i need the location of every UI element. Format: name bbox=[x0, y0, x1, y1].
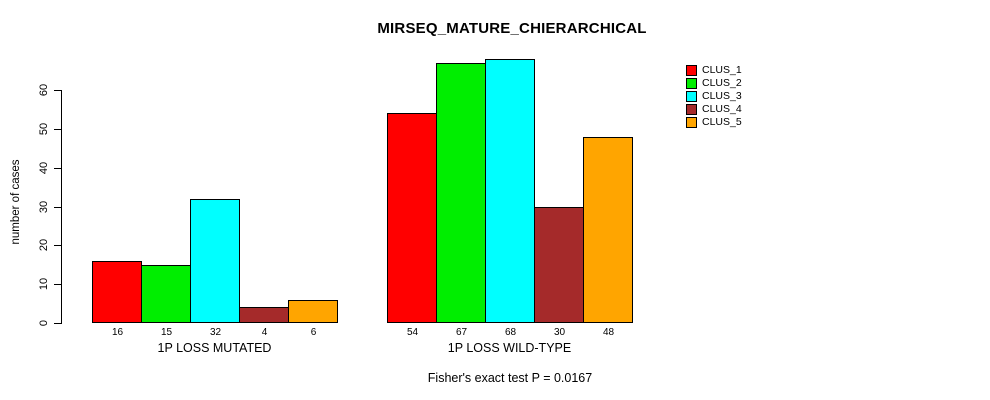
y-tick-label: 0 bbox=[38, 319, 50, 327]
bar-clus_4-group1 bbox=[239, 307, 289, 323]
chart-title: MIRSEQ_MATURE_CHIERARCHICAL bbox=[377, 20, 647, 37]
bar-clus_5-group1 bbox=[288, 299, 338, 323]
legend-color-swatch bbox=[686, 104, 697, 115]
bar-clus_4-group2 bbox=[534, 206, 584, 323]
y-tick-mark bbox=[54, 90, 61, 91]
y-tick-mark bbox=[54, 167, 61, 169]
legend-item-clus_2: CLUS_2 bbox=[686, 77, 742, 90]
y-tick-label: 40 bbox=[38, 161, 50, 174]
legend-color-swatch bbox=[686, 65, 697, 76]
y-tick-label: 20 bbox=[38, 239, 50, 252]
legend-color-swatch bbox=[686, 91, 697, 102]
bar-value-label: 54 bbox=[406, 327, 419, 338]
y-tick-label: 10 bbox=[38, 278, 50, 291]
bar-clus_5-group2 bbox=[583, 136, 633, 323]
y-axis-line bbox=[61, 90, 62, 324]
bar-clus_3-group2 bbox=[485, 58, 535, 323]
legend-label: CLUS_4 bbox=[702, 103, 742, 116]
legend-item-clus_1: CLUS_1 bbox=[686, 64, 742, 77]
bar-value-label: 4 bbox=[261, 327, 268, 338]
legend: CLUS_1 CLUS_2 CLUS_3 CLUS_4 CLUS_5 bbox=[686, 64, 742, 129]
legend-item-clus_3: CLUS_3 bbox=[686, 90, 742, 103]
group-axis-label: 1P LOSS MUTATED bbox=[157, 341, 272, 355]
y-axis-label: number of cases bbox=[10, 159, 22, 245]
bar-value-label: 68 bbox=[504, 327, 517, 338]
legend-label: CLUS_2 bbox=[702, 77, 742, 90]
legend-label: CLUS_3 bbox=[702, 90, 742, 103]
bar-value-label: 6 bbox=[310, 327, 317, 338]
bar-clus_2-group2 bbox=[436, 62, 486, 323]
y-tick-mark bbox=[54, 206, 61, 208]
annotation-text: Fisher's exact test P = 0.0167 bbox=[427, 371, 593, 385]
legend-label: CLUS_5 bbox=[702, 116, 742, 129]
bar-value-label: 48 bbox=[602, 327, 615, 338]
legend-color-swatch bbox=[686, 117, 697, 128]
y-tick-label: 50 bbox=[38, 122, 50, 135]
bar-clus_2-group1 bbox=[141, 264, 191, 323]
legend-color-swatch bbox=[686, 78, 697, 89]
bar-value-label: 67 bbox=[455, 327, 468, 338]
bar-value-label: 30 bbox=[553, 327, 566, 338]
legend-label: CLUS_1 bbox=[702, 64, 742, 77]
bar-value-label: 15 bbox=[160, 327, 173, 338]
legend-item-clus_5: CLUS_5 bbox=[686, 116, 742, 129]
legend-item-clus_4: CLUS_4 bbox=[686, 103, 742, 116]
group-axis-label: 1P LOSS WILD-TYPE bbox=[447, 341, 572, 355]
bar-value-label: 16 bbox=[111, 327, 124, 338]
bar-value-label: 32 bbox=[209, 327, 222, 338]
y-tick-label: 30 bbox=[38, 200, 50, 213]
y-tick-mark bbox=[54, 128, 61, 130]
y-tick-mark bbox=[54, 245, 61, 247]
bar-clus_3-group1 bbox=[190, 198, 240, 323]
bar-clus_1-group2 bbox=[387, 113, 437, 323]
y-tick-mark bbox=[54, 284, 61, 286]
y-tick-label: 60 bbox=[38, 83, 50, 97]
bar-clus_1-group1 bbox=[92, 260, 142, 323]
y-tick-mark bbox=[54, 323, 61, 324]
